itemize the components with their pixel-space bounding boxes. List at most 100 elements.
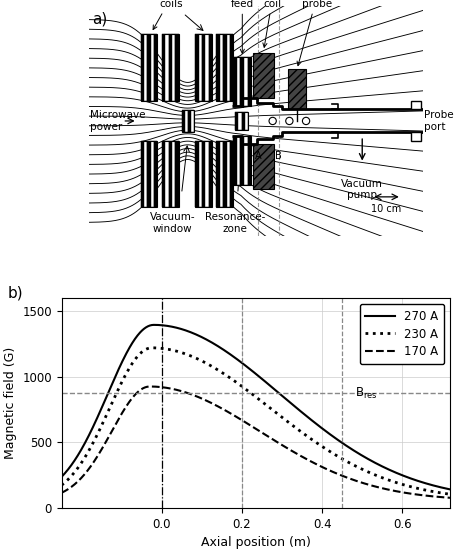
230 A (447, 491, 453, 498)
Bar (175, 35, 179, 101)
Bar (217, 35, 220, 101)
Line: 170 A: 170 A (62, 387, 450, 498)
Bar (223, 35, 227, 101)
230 A (352, 463, 358, 469)
270 A (447, 486, 453, 493)
Bar (169, 35, 172, 101)
Bar (248, 136, 251, 185)
270 A (319, 425, 325, 431)
Bar (195, 35, 199, 101)
Bar (230, 35, 233, 101)
Bar (199, 141, 202, 208)
Bar (230, 141, 233, 208)
Bar (245, 112, 248, 130)
Bar (195, 141, 199, 208)
Line: 230 A: 230 A (62, 348, 450, 494)
Bar (217, 141, 220, 208)
Bar (154, 35, 157, 101)
Bar (195, 35, 212, 101)
Text: Resonance-
zone: Resonance- zone (204, 212, 265, 234)
Bar (165, 141, 169, 208)
Text: A: A (255, 151, 261, 161)
Bar (184, 110, 188, 132)
Bar (141, 141, 157, 208)
Text: Vacuum-
window: Vacuum- window (150, 212, 195, 234)
Bar (253, 52, 274, 98)
Bar (220, 35, 223, 101)
Bar (227, 141, 230, 208)
Bar (240, 57, 244, 106)
170 A (159, 384, 165, 391)
Bar (144, 35, 147, 101)
Bar (141, 141, 144, 208)
Bar (223, 141, 227, 208)
270 A (289, 400, 294, 407)
Bar (237, 136, 240, 185)
Bar (205, 35, 209, 101)
270 A (151, 321, 156, 328)
Bar (182, 110, 194, 132)
170 A (352, 477, 358, 484)
270 A (128, 343, 133, 349)
Bar (151, 35, 154, 101)
230 A (159, 345, 165, 352)
Bar (253, 144, 274, 189)
230 A (289, 421, 294, 428)
230 A (235, 380, 241, 387)
Text: B$_{\mathregular{res}}$: B$_{\mathregular{res}}$ (355, 386, 378, 401)
Bar (411, 132, 421, 141)
Bar (141, 35, 157, 101)
170 A (147, 383, 153, 390)
Bar (151, 141, 154, 208)
Bar (233, 136, 237, 185)
Text: b): b) (7, 286, 23, 300)
Text: Gas
feed: Gas feed (231, 0, 254, 54)
Text: Microwave
power: Microwave power (91, 110, 146, 132)
Bar (411, 101, 421, 109)
Bar (233, 57, 251, 106)
Bar (162, 35, 165, 101)
Bar (202, 141, 205, 208)
Bar (233, 57, 237, 106)
Line: 270 A: 270 A (62, 325, 450, 489)
Bar (162, 35, 179, 101)
Bar (191, 110, 194, 132)
Bar (172, 141, 175, 208)
270 A (352, 448, 358, 455)
Bar (242, 112, 245, 130)
Bar (182, 110, 184, 132)
270 A (235, 357, 241, 363)
Bar (235, 112, 238, 130)
Bar (227, 35, 230, 101)
Bar (288, 69, 306, 109)
170 A (59, 489, 64, 496)
Legend: 270 A, 230 A, 170 A: 270 A, 230 A, 170 A (359, 304, 445, 364)
230 A (319, 443, 325, 450)
Bar (237, 57, 240, 106)
Text: Production-
coils: Production- coils (141, 0, 201, 30)
Bar (188, 110, 191, 132)
Bar (199, 35, 202, 101)
Bar (162, 141, 165, 208)
Text: a): a) (92, 12, 107, 27)
Bar (147, 35, 151, 101)
Bar (235, 112, 248, 130)
Bar (244, 136, 248, 185)
Bar (209, 141, 212, 208)
Bar (217, 35, 233, 101)
Bar (154, 141, 157, 208)
170 A (289, 447, 294, 454)
Bar (162, 141, 179, 208)
230 A (59, 482, 64, 489)
Bar (169, 141, 172, 208)
170 A (235, 415, 241, 421)
170 A (319, 464, 325, 470)
Bar (205, 141, 209, 208)
Text: Langmuir
probe: Langmuir probe (292, 0, 341, 66)
230 A (128, 363, 133, 369)
Y-axis label: Magnetic field (G): Magnetic field (G) (4, 347, 17, 459)
Bar (240, 136, 244, 185)
Text: Vacuum
pump: Vacuum pump (341, 179, 383, 200)
Bar (144, 141, 147, 208)
Bar (248, 57, 251, 106)
